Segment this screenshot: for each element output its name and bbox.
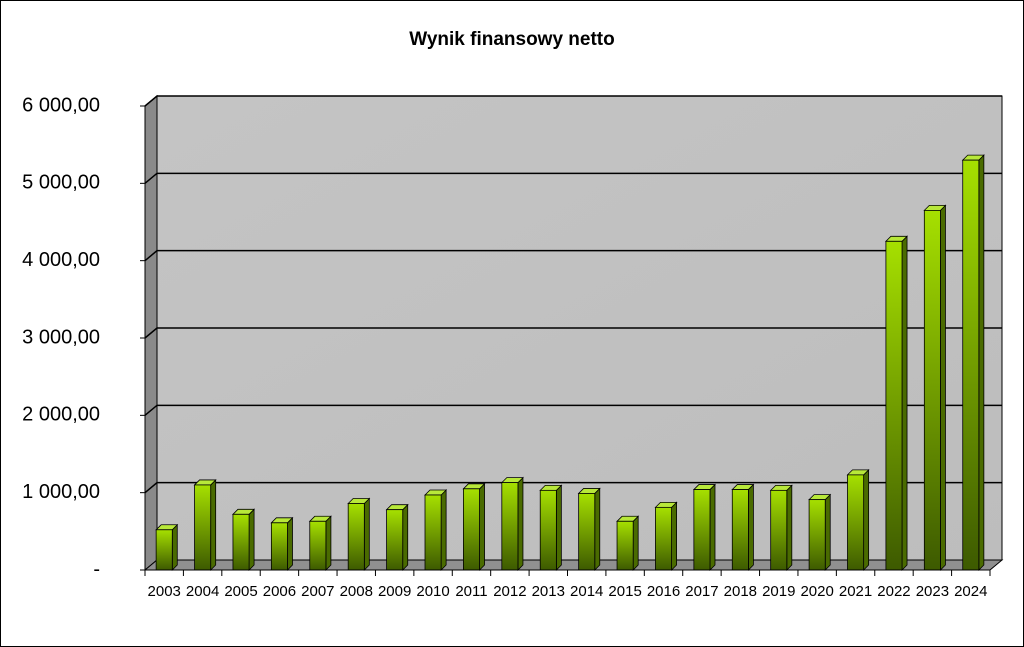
grid-line — [144, 249, 1002, 262]
x-tick-label: 2004 — [186, 583, 219, 600]
bar-side — [594, 487, 601, 571]
bar-side — [940, 204, 946, 571]
x-tick-label: 2008 — [340, 583, 373, 600]
x-tick-label: 2013 — [532, 583, 565, 600]
bar-side — [824, 493, 831, 571]
bar — [539, 489, 557, 571]
bar — [463, 488, 480, 571]
grid-line — [144, 327, 1002, 339]
x-tick-label: 2009 — [378, 583, 411, 600]
x-tick-label: 2024 — [954, 583, 987, 600]
bar-side — [479, 482, 485, 571]
y-tick-label: 1 000,00 — [22, 481, 100, 503]
y-tick-label: 2 000,00 — [22, 404, 100, 426]
bar — [386, 509, 404, 571]
y-tick-label: - — [93, 558, 100, 580]
bar-side — [171, 523, 178, 571]
y-tick-label: 4 000,00 — [22, 249, 100, 271]
bar-side — [402, 503, 409, 571]
bar-side — [440, 489, 447, 571]
axes: - 1 000,00 2 000,00 3 000,00 4 000,00 5 000,0… — [22, 94, 991, 600]
bar-side — [248, 508, 255, 571]
grid — [144, 95, 1002, 494]
x-tick-label: 2021 — [839, 583, 872, 600]
bar — [962, 159, 980, 571]
grid-line — [144, 172, 1002, 184]
x-tick-label: 2019 — [762, 583, 795, 600]
bar-side — [325, 515, 332, 571]
bar — [655, 506, 672, 571]
bar-side — [901, 235, 908, 571]
x-tick-label: 2017 — [685, 583, 718, 600]
x-tick-label: 2018 — [724, 583, 757, 600]
x-tick-label: 2006 — [263, 583, 296, 600]
bar-side — [748, 483, 754, 571]
bar-side — [671, 501, 677, 571]
y-tick-label: 5 000,00 — [22, 172, 100, 194]
x-tick-label: 2016 — [647, 583, 680, 600]
bar — [578, 493, 596, 571]
grid-line — [144, 404, 1002, 416]
bar — [616, 520, 634, 571]
x-tick-label: 2003 — [148, 583, 181, 600]
y-tick-label: 3 000,00 — [22, 326, 100, 348]
bar — [155, 529, 173, 571]
chart-title: Wynik finansowy netto — [409, 29, 615, 50]
bar-side — [363, 497, 370, 571]
bar-side — [517, 476, 524, 571]
y-tick-label: 6 000,00 — [22, 94, 100, 116]
x-tick-label: 2022 — [877, 583, 910, 600]
bar — [693, 489, 711, 571]
x-tick-label: 2007 — [301, 583, 334, 600]
bar — [731, 489, 749, 571]
bar-side — [863, 468, 870, 571]
bar — [424, 494, 442, 571]
bar — [847, 474, 865, 571]
grid-line — [144, 481, 1002, 494]
bar — [501, 482, 519, 571]
bar — [770, 489, 788, 571]
bar-side — [632, 515, 639, 571]
bar-side — [210, 478, 217, 571]
bar-side — [978, 154, 985, 571]
x-tick-label: 2010 — [416, 583, 449, 600]
x-tick-label: 2023 — [916, 583, 949, 600]
bar — [808, 499, 826, 571]
bar-side — [709, 483, 716, 571]
x-tick-label: 2020 — [800, 583, 833, 600]
bar — [232, 513, 250, 571]
x-tick-label: 2005 — [224, 583, 257, 600]
bar — [270, 522, 288, 571]
x-tick-label: 2014 — [570, 583, 603, 600]
bar — [347, 503, 365, 571]
x-tick-label: 2012 — [493, 583, 526, 600]
bar — [309, 520, 327, 571]
grid-line — [144, 95, 1002, 107]
bar-side — [786, 484, 793, 571]
x-tick-label: 2011 — [455, 583, 487, 600]
bar — [923, 209, 941, 571]
bar-side — [555, 484, 562, 571]
x-tick-label: 2015 — [608, 583, 641, 600]
bar-side — [287, 516, 293, 571]
bar — [194, 484, 212, 571]
bars — [155, 154, 985, 571]
bar — [885, 240, 903, 571]
